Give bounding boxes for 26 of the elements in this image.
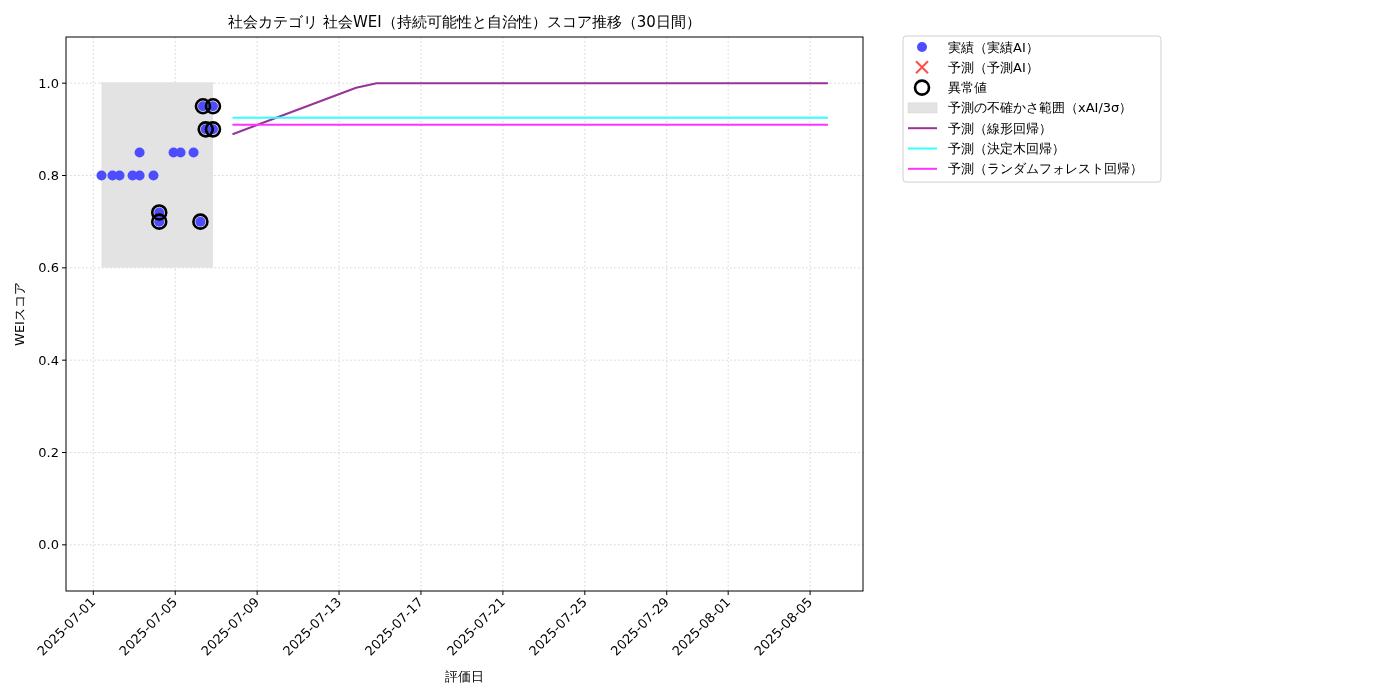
point <box>188 147 199 158</box>
y-tick-label: 0.4 <box>38 352 59 368</box>
y-tick-label: 1.0 <box>38 75 59 91</box>
legend-label: 予測（予測AI） <box>948 59 1039 75</box>
legend-label: 異常値 <box>948 80 987 96</box>
point <box>150 204 168 221</box>
point <box>150 213 168 230</box>
point <box>197 121 215 138</box>
y-tick-label: 0.6 <box>38 260 59 276</box>
point <box>204 97 222 115</box>
legend-label: 予測の不確かさ範囲（xAI/3σ） <box>948 100 1133 116</box>
point <box>148 170 159 181</box>
point <box>96 170 107 181</box>
y-tick-label: 0.0 <box>38 537 59 553</box>
y-tick-label: 0.2 <box>38 445 59 460</box>
chart-title: 社会カテゴリ 社会WEI（持続可能性と自治性）スコア推移（30日間） <box>228 13 701 31</box>
point <box>134 147 145 158</box>
point <box>194 97 212 115</box>
legend-label: 実績（実績AI） <box>948 39 1039 55</box>
point <box>204 121 222 138</box>
x-axis-title: 評価日 <box>445 669 484 684</box>
legend-label: 予測（ランダムフォレスト回帰） <box>948 161 1143 177</box>
legend-label: 予測（線形回帰） <box>948 120 1052 136</box>
y-tick-label: 0.8 <box>38 168 59 183</box>
y-axis-title: WEIスコア <box>12 282 27 346</box>
legend-label: 予測（決定木回帰） <box>948 141 1065 156</box>
